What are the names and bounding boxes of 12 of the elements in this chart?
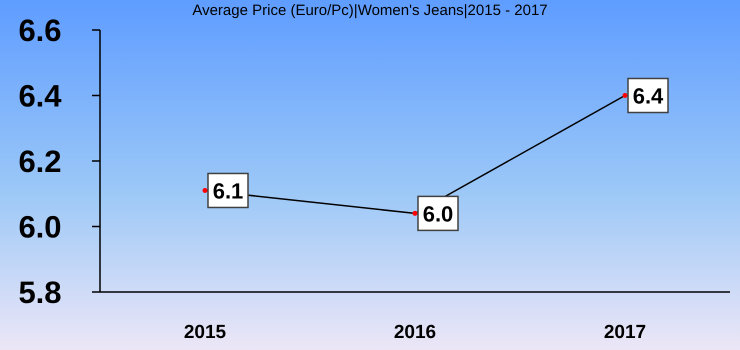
data-label: 6.4	[632, 84, 664, 108]
chart-title: Average Price (Euro/Pc)|Women's Jeans|2015 - 2017	[192, 2, 548, 19]
y-tick-label: 6.2	[18, 144, 62, 179]
x-tick-label: 2016	[394, 322, 436, 343]
y-tick-label: 6.4	[18, 78, 62, 114]
data-label: 6.1	[212, 178, 244, 204]
x-tick-label: 2017	[604, 322, 646, 343]
y-tick-label: 6.0	[18, 210, 62, 244]
y-tick-label: 6.6	[18, 13, 62, 48]
y-tick-label: 5.8	[18, 275, 62, 310]
x-tick-label: 2015	[184, 322, 227, 343]
data-label: 6.0	[422, 201, 454, 226]
